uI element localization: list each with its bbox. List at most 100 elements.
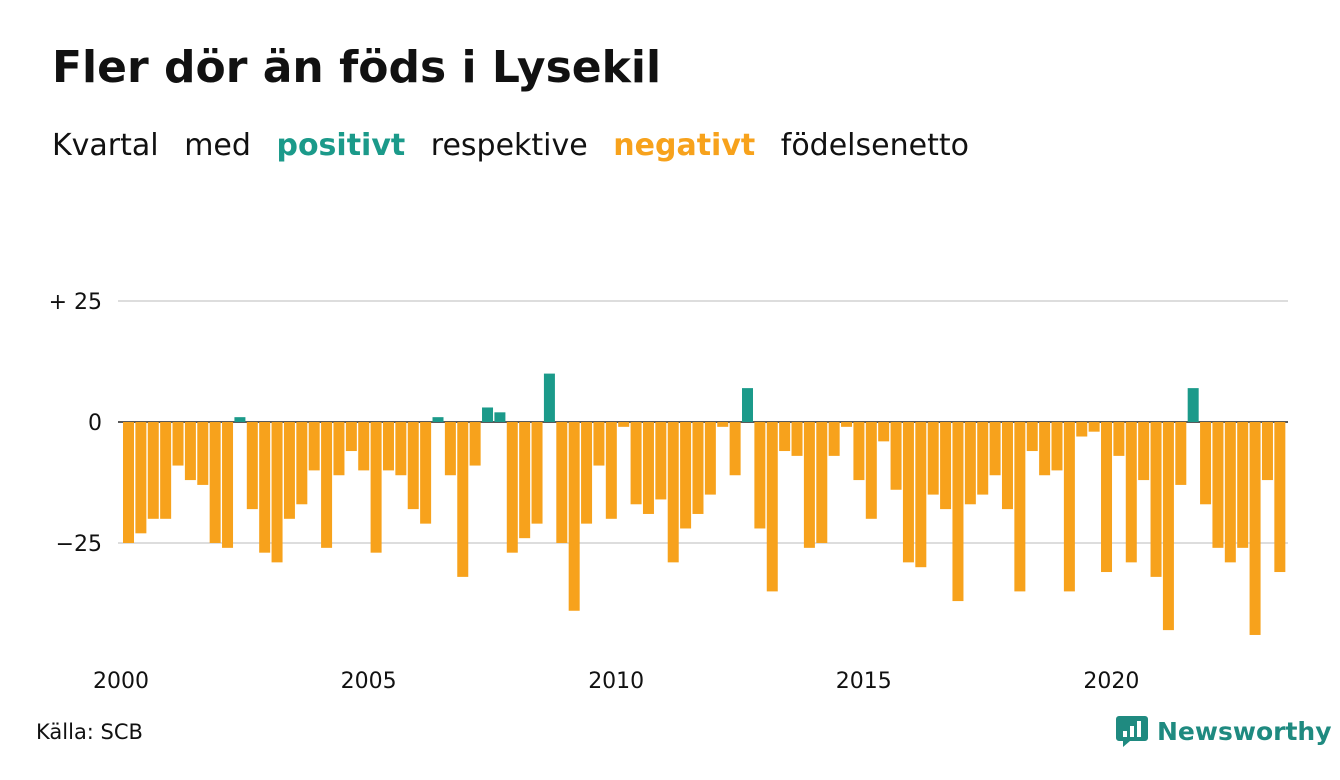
- bar: [828, 422, 840, 456]
- bar: [184, 422, 196, 481]
- bar: [1187, 388, 1199, 422]
- bar: [147, 422, 159, 519]
- newsworthy-icon: [1116, 716, 1148, 747]
- x-tick-label: 2010: [588, 669, 644, 694]
- bar: [692, 422, 704, 514]
- bar: [581, 422, 593, 524]
- y-tick-label: 0: [88, 411, 102, 436]
- bar: [902, 422, 914, 563]
- bar: [222, 422, 234, 548]
- bar: [482, 407, 494, 422]
- bar: [729, 422, 741, 476]
- bar: [754, 422, 766, 529]
- bar: [1088, 422, 1100, 432]
- bar: [395, 422, 407, 476]
- x-tick-label: 2005: [341, 669, 397, 694]
- bar: [791, 422, 803, 456]
- bar: [494, 412, 506, 422]
- bar: [605, 422, 617, 519]
- bar: [283, 422, 295, 519]
- chart-title: Fler dör än föds i Lysekil: [52, 42, 662, 93]
- bar: [407, 422, 419, 510]
- bar: [717, 422, 729, 427]
- bar: [989, 422, 1001, 476]
- bar: [432, 417, 444, 422]
- bar: [1175, 422, 1187, 485]
- bar: [1076, 422, 1088, 437]
- bar: [1051, 422, 1063, 471]
- bar: [952, 422, 964, 602]
- bar: [593, 422, 605, 466]
- bar: [1063, 422, 1075, 592]
- bar: [234, 417, 246, 422]
- x-tick-label: 2020: [1083, 669, 1139, 694]
- subtitle-word: med: [184, 128, 251, 163]
- bar: [160, 422, 172, 519]
- bar: [841, 422, 853, 427]
- bar: [655, 422, 667, 500]
- bar: [642, 422, 654, 514]
- bar: [803, 422, 815, 548]
- brand-name: Newsworthy: [1157, 716, 1332, 746]
- bar: [382, 422, 394, 471]
- bar: [964, 422, 976, 505]
- source-label: Källa: SCB: [36, 720, 143, 744]
- bar: [1212, 422, 1224, 548]
- x-tick-label: 2015: [836, 669, 892, 694]
- bar: [1200, 422, 1212, 505]
- y-tick-label: + 25: [49, 290, 102, 315]
- bar: [667, 422, 679, 563]
- bar: [878, 422, 890, 442]
- bar: [1237, 422, 1249, 548]
- subtitle-word: Kvartal: [52, 128, 159, 163]
- bar: [1274, 422, 1286, 573]
- bar: [469, 422, 481, 466]
- subtitle-positive-label: positivt: [276, 128, 406, 163]
- bar: [766, 422, 778, 592]
- bar: [556, 422, 568, 543]
- bar: [333, 422, 345, 476]
- bar: [506, 422, 518, 553]
- bar: [1249, 422, 1261, 635]
- bar: [1138, 422, 1150, 481]
- bar: [308, 422, 320, 471]
- brand-logo: Newsworthy: [1116, 714, 1332, 748]
- bar: [271, 422, 283, 563]
- x-tick-label: 2000: [93, 669, 149, 694]
- bar: [519, 422, 531, 539]
- bar: [1224, 422, 1236, 563]
- bar: [853, 422, 865, 481]
- bar: [420, 422, 432, 524]
- bar: [1014, 422, 1026, 592]
- bar: [1261, 422, 1273, 481]
- bar: [977, 422, 989, 495]
- bar: [915, 422, 927, 568]
- bar: [259, 422, 271, 553]
- bar: [742, 388, 753, 422]
- bar: [172, 422, 184, 466]
- bar: [940, 422, 952, 510]
- bar: [135, 422, 147, 534]
- bar: [1001, 422, 1013, 510]
- bar: [457, 422, 469, 577]
- bar: [1150, 422, 1162, 577]
- bar: [345, 422, 357, 452]
- bar: [246, 422, 258, 510]
- chart-subtitle: Kvartal med positivt respektive negativt…: [52, 128, 985, 163]
- bar: [1101, 422, 1113, 573]
- bar: [531, 422, 543, 524]
- bar: [1125, 422, 1137, 563]
- y-tick-label: −25: [56, 532, 102, 557]
- bar: [444, 422, 456, 476]
- bar: [296, 422, 308, 505]
- bar: [358, 422, 370, 471]
- bar: [816, 422, 828, 543]
- bar: [321, 422, 333, 548]
- bar: [568, 422, 580, 611]
- bar: [1162, 422, 1174, 631]
- bar: [197, 422, 209, 485]
- bar: [1026, 422, 1038, 452]
- subtitle-word: respektive: [430, 128, 588, 163]
- bar: [1113, 422, 1125, 456]
